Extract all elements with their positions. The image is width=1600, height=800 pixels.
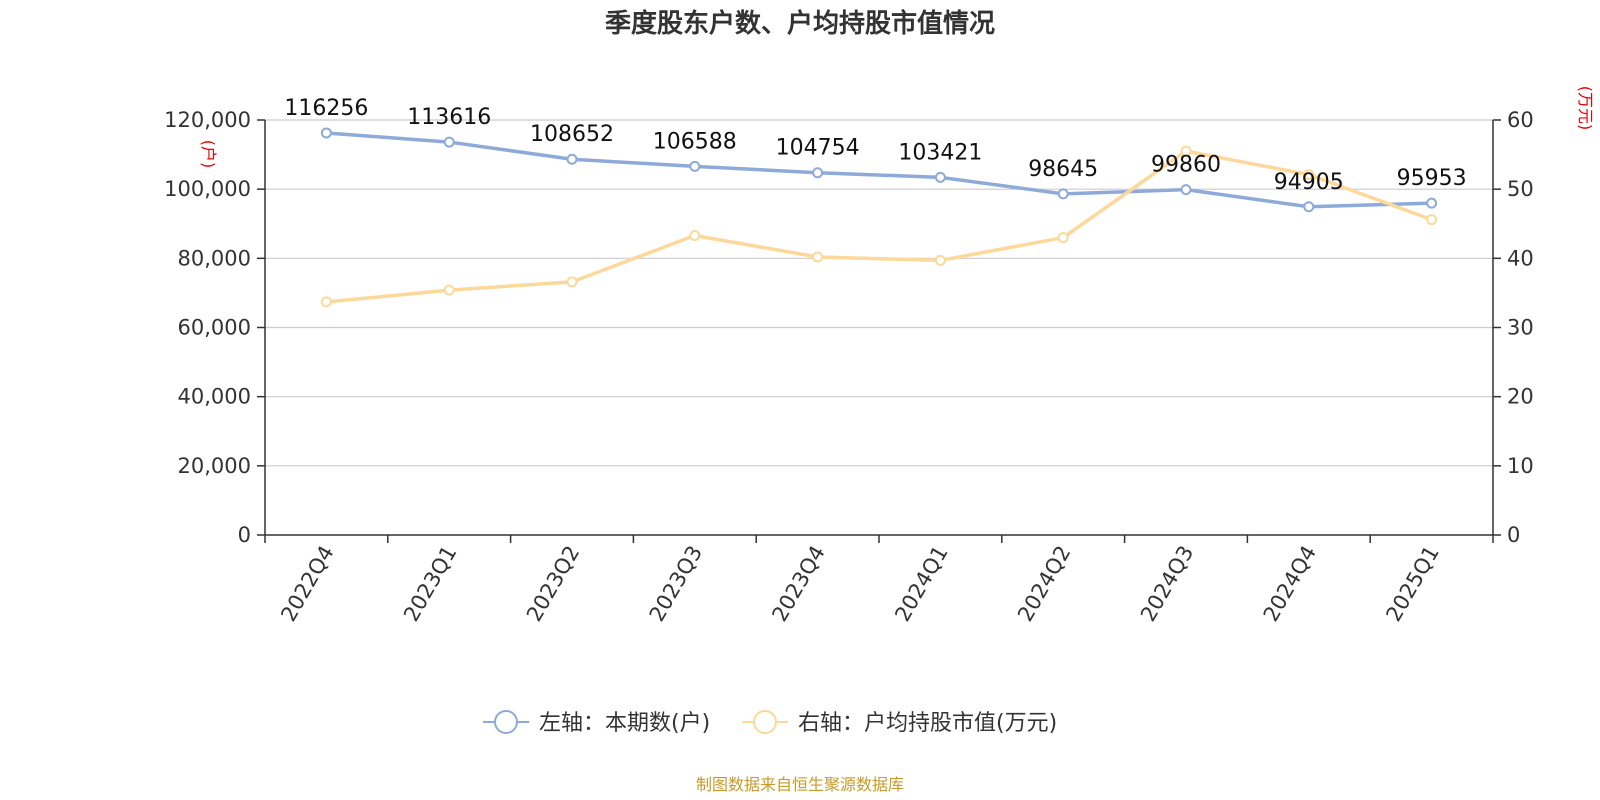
data-label: 106588 <box>653 129 737 154</box>
data-point-left[interactable] <box>443 136 455 148</box>
legend-item-left[interactable]: 左轴：本期数(户) <box>483 710 710 736</box>
x-tick-label: 2022Q4 <box>276 542 338 626</box>
right-tick-label: 10 <box>1507 454 1534 478</box>
data-point-left[interactable] <box>320 127 332 139</box>
right-tick-label: 30 <box>1507 316 1534 340</box>
right-tick-label: 50 <box>1507 177 1534 201</box>
data-point-left[interactable] <box>566 153 578 165</box>
x-tick-label: 2024Q4 <box>1259 542 1321 626</box>
right-axis-unit: (万元) <box>1576 86 1595 131</box>
data-point-right[interactable] <box>1303 169 1315 181</box>
right-tick-label: 40 <box>1507 246 1534 270</box>
x-tick-label: 2024Q3 <box>1136 542 1198 626</box>
left-tick-label: 120,000 <box>164 108 251 132</box>
data-point-right[interactable] <box>1057 232 1069 244</box>
data-label: 98645 <box>1028 157 1098 182</box>
data-point-right[interactable] <box>934 254 946 266</box>
data-point-left[interactable] <box>1303 201 1315 213</box>
data-source-note: 制图数据来自恒生聚源数据库 <box>696 775 904 794</box>
right-tick-label: 0 <box>1507 523 1520 547</box>
x-tick-label: 2024Q2 <box>1013 542 1075 626</box>
data-point-left[interactable] <box>812 167 824 179</box>
grid-lines <box>265 119 1493 467</box>
data-point-left[interactable] <box>934 171 946 183</box>
series-layer <box>320 127 1438 308</box>
data-point-right[interactable] <box>1426 214 1438 226</box>
right-tick-label: 20 <box>1507 385 1534 409</box>
legend-label: 左轴：本期数(户) <box>539 711 710 736</box>
series-line-right <box>326 149 1433 304</box>
series-line-left <box>326 131 1432 209</box>
left-tick-label: 60,000 <box>178 316 251 340</box>
left-axis-unit: (户) <box>199 140 218 169</box>
data-point-right[interactable] <box>812 251 824 263</box>
data-point-right[interactable] <box>1180 145 1192 157</box>
x-tick-label: 2023Q4 <box>767 542 829 626</box>
legend[interactable]: 左轴：本期数(户) 右轴：户均持股市值(万元) <box>483 710 1057 736</box>
x-tick-label: 2024Q1 <box>890 542 952 626</box>
left-tick-label: 40,000 <box>178 385 251 409</box>
legend-marker-icon <box>753 710 777 734</box>
data-point-left[interactable] <box>689 160 701 172</box>
data-labels: 116256 113616 108652 106588 104754 103421 9864… <box>284 96 1466 195</box>
data-point-right[interactable] <box>443 284 455 296</box>
legend-label: 右轴：户均持股市值(万元) <box>798 711 1057 736</box>
data-point-right[interactable] <box>320 296 332 308</box>
right-tick-label: 60 <box>1507 108 1534 132</box>
data-point-left[interactable] <box>1426 197 1438 209</box>
data-label: 108652 <box>530 122 614 147</box>
x-tick-label: 2023Q3 <box>645 542 707 626</box>
data-label: 95953 <box>1397 166 1467 191</box>
data-label: 113616 <box>407 105 491 130</box>
data-point-left[interactable] <box>1180 184 1192 196</box>
data-label: 103421 <box>898 140 982 165</box>
legend-item-right[interactable]: 右轴：户均持股市值(万元) <box>742 710 1057 736</box>
x-tick-label: 2025Q1 <box>1381 542 1443 626</box>
data-point-right[interactable] <box>689 230 701 242</box>
chart-title: 季度股东户数、户均持股市值情况 <box>605 8 995 39</box>
left-tick-label: 100,000 <box>164 177 251 201</box>
x-tick-label: 2023Q1 <box>399 542 461 626</box>
data-label: 104754 <box>776 136 860 161</box>
data-point-right[interactable] <box>566 276 578 288</box>
left-tick-label: 80,000 <box>178 246 251 270</box>
data-label: 99860 <box>1151 153 1221 178</box>
legend-marker-icon <box>494 710 518 734</box>
data-label: 116256 <box>284 96 368 121</box>
left-tick-label: 0 <box>238 523 251 547</box>
data-label: 94905 <box>1274 170 1344 195</box>
left-tick-label: 20,000 <box>178 454 251 478</box>
x-tick-label: 2023Q2 <box>522 542 584 626</box>
data-point-left[interactable] <box>1057 188 1069 200</box>
